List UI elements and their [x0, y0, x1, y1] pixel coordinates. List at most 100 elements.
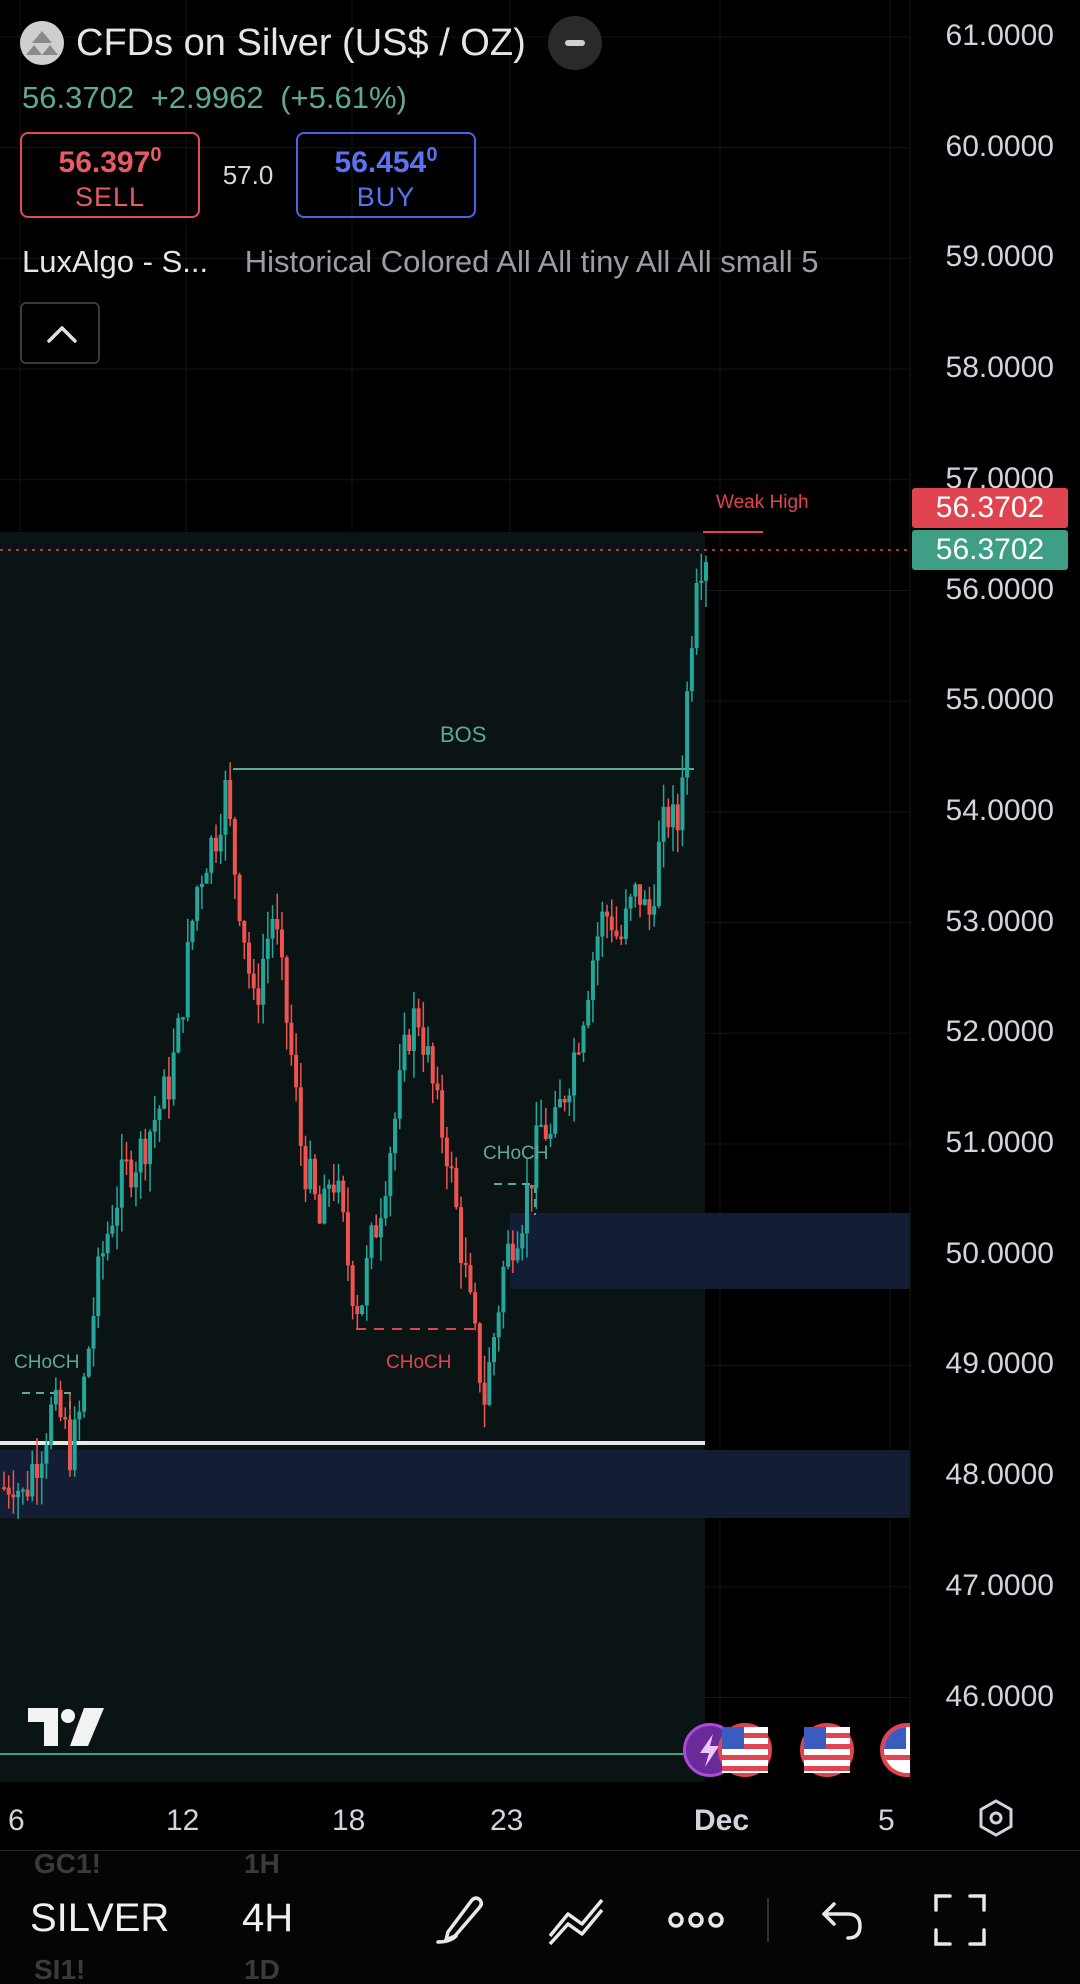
us-flag-event-icon[interactable] [718, 1723, 772, 1777]
candle-body [666, 806, 671, 828]
candle-body [256, 988, 261, 1005]
candle-body [562, 1098, 567, 1103]
candle-body [195, 887, 200, 921]
candle-body [77, 1411, 82, 1420]
price-axis-label: 46.0000 [945, 1679, 1054, 1713]
candle-body [557, 1098, 562, 1108]
candle-body [444, 1137, 449, 1167]
candle-body [152, 1120, 157, 1132]
candle-body [119, 1159, 124, 1208]
candle-body [694, 582, 699, 649]
more-options-icon[interactable] [666, 1902, 726, 1943]
candle-body [331, 1184, 336, 1193]
candle-body [218, 834, 223, 852]
candle-body [430, 1046, 435, 1084]
undo-icon[interactable] [812, 1890, 868, 1955]
time-label: 12 [166, 1804, 200, 1837]
time-label: 5 [878, 1804, 895, 1837]
candle-body [242, 921, 247, 943]
candle-body [204, 872, 209, 884]
candle-body [459, 1207, 464, 1264]
candle-body [157, 1108, 162, 1121]
price-change-percent: (+5.61%) [280, 80, 407, 115]
candle-body [360, 1305, 365, 1315]
candle-body [138, 1138, 143, 1173]
candle-body [515, 1248, 520, 1261]
candle-body [364, 1257, 369, 1306]
price-change: +2.9962 [150, 80, 264, 115]
candle-body [355, 1305, 360, 1315]
symbol-title[interactable]: CFDs on Silver (US$ / OZ) [76, 21, 526, 64]
ghost-interval: 1D [244, 1954, 280, 1984]
sell-button[interactable]: 56.3970 SELL [20, 132, 200, 218]
candle-body [91, 1316, 96, 1349]
symbol-header[interactable]: CFDs on Silver (US$ / OZ) [20, 16, 602, 70]
candle-body [110, 1225, 115, 1234]
candle-body [567, 1095, 572, 1103]
collapse-legend-button[interactable] [20, 302, 100, 364]
candle-body [647, 899, 652, 915]
candle-body [576, 1052, 581, 1055]
candle-body [115, 1207, 120, 1226]
candle-body [435, 1083, 440, 1091]
candle-body [586, 999, 591, 1026]
price-axis-label: 48.0000 [945, 1458, 1054, 1492]
candle-body [689, 648, 694, 692]
candle-body [124, 1159, 129, 1162]
candle-body [642, 899, 647, 905]
candle-body [595, 936, 600, 961]
candle-body [628, 896, 633, 909]
candle-body [171, 1052, 176, 1100]
candle-body [468, 1265, 473, 1293]
choch-mid-label: CHoCH [483, 1143, 549, 1164]
candle-body [312, 1158, 317, 1195]
chart-settings-icon[interactable] [976, 1798, 1016, 1843]
indicator-legend[interactable]: LuxAlgo - S... Historical Colored All Al… [22, 244, 902, 280]
candle-body [374, 1225, 379, 1238]
candle-body [501, 1266, 506, 1313]
candle-body [661, 806, 666, 842]
spread-value: 57.0 [222, 159, 274, 190]
minimize-button[interactable] [547, 16, 602, 70]
candle-body [397, 1070, 402, 1119]
time-label: Dec [694, 1804, 750, 1837]
price-axis-label: 60.0000 [945, 129, 1054, 163]
indicator-name[interactable]: LuxAlgo - S... [22, 244, 209, 279]
candle-body [416, 1008, 421, 1028]
candle-body [67, 1419, 72, 1471]
sell-price: 56.3970 [58, 144, 162, 179]
candle-body [680, 777, 685, 831]
candle-body [393, 1118, 398, 1154]
candle-body [39, 1463, 44, 1478]
interval-selector[interactable]: 4H [242, 1896, 294, 1940]
candle-body [279, 929, 284, 958]
candle-body [411, 1008, 416, 1051]
buy-button[interactable]: 56.4540 BUY [296, 132, 476, 218]
candle-body [284, 957, 289, 1023]
candle-body [162, 1076, 167, 1109]
candle-body [510, 1243, 515, 1261]
candle-body [129, 1159, 134, 1188]
pen-tool-icon[interactable] [428, 1890, 488, 1955]
us-flag-event-icon[interactable] [800, 1723, 854, 1777]
trade-panel: 56.3970 SELL 57.0 56.4540 BUY [20, 132, 476, 218]
candle-body [190, 920, 195, 943]
candle-body [605, 911, 610, 917]
sell-label: SELL [74, 182, 146, 212]
candle-body [506, 1243, 511, 1267]
candle-body [463, 1263, 468, 1266]
candle-body [176, 1018, 181, 1053]
fullscreen-icon[interactable] [930, 1890, 990, 1955]
candle-body [520, 1233, 525, 1249]
silver-logo-icon [20, 21, 64, 65]
trend-line-tool-icon[interactable] [544, 1890, 608, 1955]
candle-body [228, 779, 233, 819]
chevron-up-icon [47, 326, 77, 343]
candle-body [6, 1487, 11, 1495]
candle-body [383, 1195, 388, 1219]
candle-body [609, 916, 614, 931]
symbol-selector[interactable]: SILVER [30, 1896, 170, 1940]
candle-body [619, 936, 624, 939]
candle-body [402, 1034, 407, 1071]
